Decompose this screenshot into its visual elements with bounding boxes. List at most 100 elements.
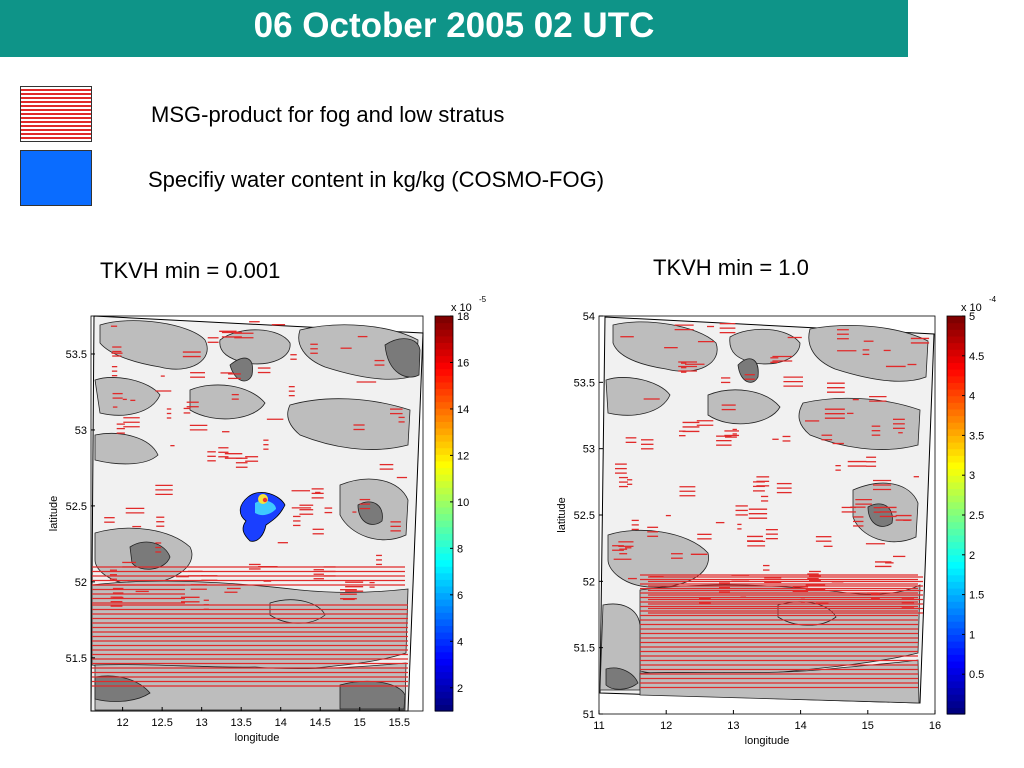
colorbar-segment <box>435 434 453 442</box>
colorbar-exponent-label: x 10 <box>961 302 982 314</box>
y-tick-label: 54 <box>583 311 595 323</box>
contour-patch <box>798 397 921 450</box>
page-title: 06 October 2005 02 UTC <box>253 6 655 45</box>
legend-label-cosmo-fog: Specifiy water content in kg/kg (COSMO-F… <box>148 167 605 192</box>
colorbar-segment <box>947 349 965 357</box>
contour-patch <box>808 325 929 382</box>
colorbar-tick-label: 10 <box>457 497 469 509</box>
x-axis-label: longitude <box>745 735 790 747</box>
legend-swatch-msg-fog <box>20 86 92 142</box>
colorbar-segment <box>947 680 965 689</box>
colorbar-segment <box>947 641 965 649</box>
colorbar-segment <box>947 448 965 456</box>
y-tick-label: 52 <box>75 577 87 589</box>
title-bar <box>0 0 908 57</box>
legend-swatch-cosmo-fog <box>20 150 92 206</box>
colorbar-tick-label: 1 <box>969 629 975 641</box>
x-tick-label: 12.5 <box>151 717 172 729</box>
x-tick-label: 16 <box>929 720 941 732</box>
colorbar-segment <box>947 627 965 635</box>
colorbar-segment <box>435 526 453 534</box>
colorbar-segment <box>435 533 453 541</box>
colorbar-segment <box>947 375 965 383</box>
colorbar-segment <box>947 455 965 463</box>
colorbar-segment <box>947 501 965 509</box>
right-chart-title: TKVH min = 1.0 <box>653 255 809 280</box>
colorbar-segment <box>947 316 965 324</box>
x-tick-label: 14 <box>794 720 806 732</box>
colorbar-segment <box>435 506 453 515</box>
colorbar-exponent-label: x 10 <box>451 302 472 314</box>
colorbar-segment <box>947 541 965 549</box>
left-chart: 12 12.5 13 13.5 14 14.5 15 15.5 51.5 52 52.5 53 53.5… <box>48 295 487 744</box>
colorbar-segment <box>947 654 965 662</box>
y-axis-label: latitude <box>556 497 568 532</box>
colorbar-segment <box>947 660 965 669</box>
y-tick-label: 53.5 <box>574 377 595 389</box>
colorbar-tick-label: 2 <box>457 683 463 695</box>
colorbar-frame <box>434 315 454 712</box>
colorbar-tick-label: 16 <box>457 357 469 369</box>
colorbar-segment <box>947 607 965 616</box>
colorbar-tick-label: 1.5 <box>969 590 984 602</box>
colorbar-segment <box>435 368 453 376</box>
x-tick-label: 13 <box>727 720 739 732</box>
y-tick-label: 52 <box>583 576 595 588</box>
colorbar-segment <box>435 645 453 653</box>
left-chart-title: TKVH min = 0.001 <box>100 258 281 283</box>
colorbar-segment <box>435 520 453 528</box>
colorbar-segment <box>435 381 453 390</box>
colorbar-segment <box>947 581 965 589</box>
contour-patch <box>287 398 411 450</box>
colorbar: 2 4 6 8 10 12 14 16 18x 10 -5 <box>434 295 487 712</box>
y-tick-label: 52.5 <box>66 501 87 513</box>
colorbar-segment <box>947 461 965 470</box>
colorbar-segment <box>435 684 453 692</box>
colorbar-tick-label: 18 <box>457 311 469 323</box>
colorbar-segment <box>435 395 453 403</box>
x-axis-label: longitude <box>235 732 280 744</box>
colorbar-segment <box>435 638 453 646</box>
colorbar-segment <box>947 481 965 490</box>
colorbar-segment <box>435 618 453 627</box>
colorbar-segment <box>947 442 965 450</box>
colorbar-segment <box>947 707 965 715</box>
colorbar-segment <box>947 408 965 417</box>
colorbar-segment <box>435 513 453 521</box>
contour-patch <box>707 389 781 425</box>
colorbar-segment <box>947 369 965 377</box>
colorbar-segment <box>435 599 453 607</box>
contour-patch <box>729 328 801 365</box>
colorbar-tick-label: 14 <box>457 404 469 416</box>
colorbar-segment <box>435 572 453 580</box>
colorbar-segment <box>435 375 453 383</box>
colorbar-tick-label: 5 <box>969 311 975 323</box>
x-tick-label: 11 <box>593 720 604 732</box>
colorbar-segment <box>435 704 453 712</box>
colorbar-segment <box>947 382 965 390</box>
x-tick-label: 14 <box>275 717 287 729</box>
colorbar-exponent: -5 <box>479 295 487 304</box>
y-tick-label: 53.5 <box>66 349 87 361</box>
colorbar-segment <box>435 539 453 548</box>
colorbar-tick-label: 2.5 <box>969 510 984 522</box>
colorbar-tick-label: 8 <box>457 543 463 555</box>
colorbar-tick-label: 3 <box>969 470 975 482</box>
colorbar-segment <box>947 634 965 642</box>
contour-patch <box>269 599 326 624</box>
colorbar-segment <box>435 414 453 422</box>
colorbar-segment <box>947 388 965 397</box>
colorbar-segment <box>435 487 453 495</box>
colorbar-segment <box>947 687 965 695</box>
colorbar-segment <box>435 585 453 594</box>
contour-patch <box>298 324 419 380</box>
colorbar-tick-label: 12 <box>457 450 469 462</box>
colorbar-segment <box>435 322 453 330</box>
contour-patch <box>99 320 208 370</box>
colorbar-segment <box>947 322 965 330</box>
colorbar-segment <box>947 355 965 364</box>
x-tick-label: 15.5 <box>389 717 410 729</box>
colorbar-segment <box>947 574 965 582</box>
colorbar-segment <box>435 348 453 357</box>
msg-fog-hatching <box>92 321 408 687</box>
